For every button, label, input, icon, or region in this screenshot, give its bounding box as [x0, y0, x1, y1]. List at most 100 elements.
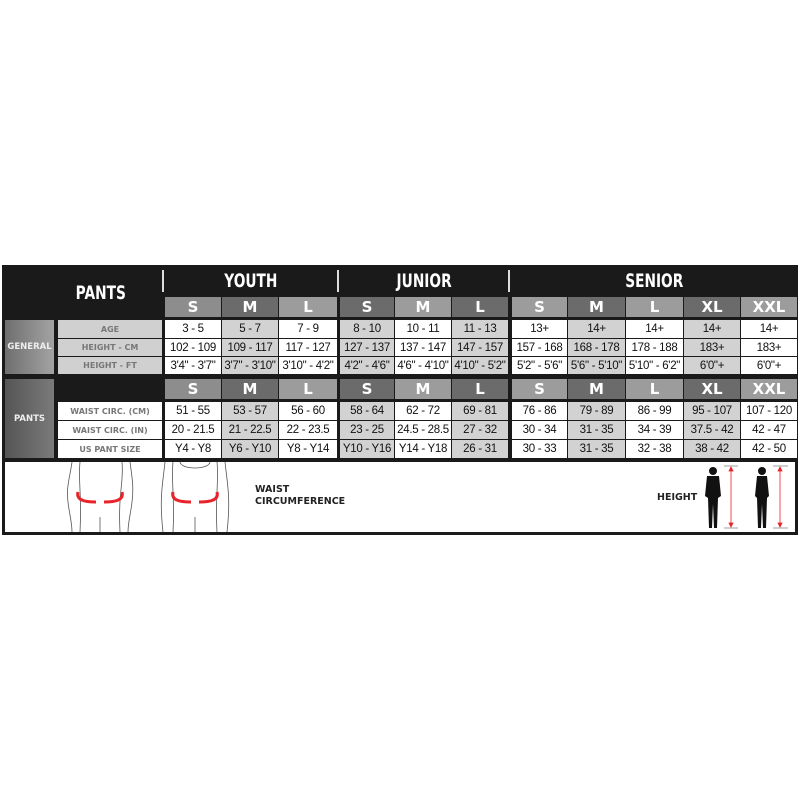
- size-header-junior-m: M: [395, 379, 451, 399]
- table-cell-text: 3'4" - 3'7": [170, 359, 216, 372]
- waist-label: WAIST: [255, 484, 290, 495]
- row-label: HEIGHT - FT: [58, 357, 162, 374]
- table-cell-text: 24.5 - 28.5: [397, 424, 449, 436]
- size-header-junior-s-text: S: [361, 298, 373, 316]
- table-cell-text: 102 - 109: [170, 341, 216, 354]
- table-cell: 32 - 38: [626, 440, 683, 458]
- table-cell-text: 11 - 13: [463, 323, 497, 335]
- row-label: HEIGHT - CM: [58, 339, 162, 356]
- table-cell: 5 - 7: [222, 320, 278, 338]
- table-cell: 5'2" - 5'6": [512, 357, 567, 374]
- table-cell: 27 - 32: [452, 421, 508, 439]
- row-label: WAIST CIRC. (CM): [58, 402, 162, 420]
- size-header-youth-m: M: [222, 379, 278, 399]
- size-header-senior-xl: XL: [684, 379, 740, 399]
- table-cell-text: 53 - 57: [233, 405, 267, 417]
- table-cell-text: 14+: [587, 323, 606, 335]
- table-cell-text: 95 - 107: [692, 405, 732, 417]
- table-cell: 102 - 109: [165, 339, 221, 356]
- section-label-pants-text: PANTS: [13, 413, 46, 424]
- size-header-senior-xxl-text: XXL: [752, 298, 786, 316]
- table-cell-text: 27 - 32: [463, 424, 497, 436]
- size-header-junior-s-text: S: [361, 380, 373, 398]
- table-cell-text: Y14 - Y18: [398, 443, 448, 455]
- table-cell: 31 - 35: [568, 421, 625, 439]
- size-header-senior-xl-text: XL: [701, 380, 723, 398]
- table-cell-text: 3'10" - 4'2": [282, 359, 334, 372]
- table-cell: 127 - 137: [340, 339, 394, 356]
- table-cell-text: 14+: [645, 323, 664, 335]
- table-cell-text: Y10 - Y16: [342, 443, 392, 455]
- table-cell-text: 127 - 137: [344, 341, 390, 354]
- row-label-text: WAIST CIRC. (IN): [72, 425, 148, 435]
- size-header-senior-s-text: S: [534, 298, 545, 316]
- height-figures-icon: [705, 465, 788, 529]
- table-cell-text: 8 - 10: [353, 323, 381, 335]
- table-cell: 5'6" - 5'10": [568, 357, 625, 374]
- chart-title: PANTS: [49, 268, 153, 318]
- table-cell-text: 14+: [702, 323, 722, 335]
- table-cell-text: 5 - 7: [239, 323, 261, 335]
- size-header-junior-m-text: M: [415, 380, 431, 398]
- table-cell-text: 62 - 72: [406, 405, 440, 417]
- table-cell-text: 31 - 35: [579, 443, 614, 455]
- divider: [337, 270, 339, 292]
- size-header-youth-s: S: [165, 379, 221, 399]
- size-header-senior-s-text: S: [534, 380, 545, 398]
- table-cell: 157 - 168: [512, 339, 567, 356]
- table-cell: 37.5 - 42: [684, 421, 740, 439]
- table-cell: 34 - 39: [626, 421, 683, 439]
- size-header-senior-xl: XL: [684, 297, 740, 317]
- size-header-junior-m: M: [395, 297, 451, 317]
- table-cell: 3'4" - 3'7": [165, 357, 221, 374]
- row-label: AGE: [58, 320, 162, 338]
- table-cell: 13+: [512, 320, 567, 338]
- size-header-youth-l-text: L: [303, 298, 313, 316]
- size-header-youth-l-text: L: [303, 380, 313, 398]
- table-cell: 56 - 60: [279, 402, 337, 420]
- group-header-senior-text: SENIOR: [625, 270, 684, 292]
- table-cell-text: 3 - 5: [182, 323, 204, 335]
- size-header-senior-s: S: [512, 297, 567, 317]
- table-cell: Y4 - Y8: [165, 440, 221, 458]
- table-cell-text: 4'6" - 4'10": [397, 359, 449, 372]
- table-cell: 168 - 178: [568, 339, 625, 356]
- table-cell: Y10 - Y16: [340, 440, 394, 458]
- table-cell-text: 69 - 81: [463, 405, 497, 417]
- table-cell: Y14 - Y18: [395, 440, 451, 458]
- waist-front-figure-icon: [160, 462, 230, 532]
- table-cell: 178 - 188: [626, 339, 683, 356]
- table-cell: 4'6" - 4'10": [395, 357, 451, 374]
- row-label-text: WAIST CIRC. (CM): [70, 406, 150, 416]
- row-label-text: AGE: [100, 324, 120, 334]
- height-label: HEIGHT: [657, 492, 698, 503]
- table-cell: 109 - 117: [222, 339, 278, 356]
- size-header-senior-xl-text: XL: [701, 298, 723, 316]
- size-header-junior-l-text: L: [475, 380, 485, 398]
- table-cell: 14+: [626, 320, 683, 338]
- table-cell: 86 - 99: [626, 402, 683, 420]
- table-cell: 30 - 33: [512, 440, 567, 458]
- table-cell: 23 - 25: [340, 421, 394, 439]
- table-cell: 5'10" - 6'2": [626, 357, 683, 374]
- section-label-general: GENERAL: [5, 320, 54, 374]
- size-header-youth-s-text: S: [187, 380, 199, 398]
- table-cell-text: 5'2" - 5'6": [516, 359, 563, 372]
- table-cell: 42 - 50: [741, 440, 797, 458]
- table-cell: 76 - 86: [512, 402, 567, 420]
- table-cell: 3 - 5: [165, 320, 221, 338]
- table-cell: 24.5 - 28.5: [395, 421, 451, 439]
- table-cell-text: Y6 - Y10: [228, 443, 272, 455]
- table-cell: 62 - 72: [395, 402, 451, 420]
- table-cell: 14+: [741, 320, 797, 338]
- table-cell-text: 76 - 86: [522, 405, 557, 417]
- table-cell-text: 6'0"+: [699, 359, 725, 372]
- size-header-youth-s-text: S: [187, 298, 199, 316]
- table-cell-text: 20 - 21.5: [171, 424, 215, 436]
- size-header-youth-l: L: [279, 297, 337, 317]
- table-cell-text: Y4 - Y8: [174, 443, 212, 455]
- table-cell-text: 37.5 - 42: [690, 424, 734, 436]
- size-header-youth-m: M: [222, 297, 278, 317]
- table-cell: 4'10" - 5'2": [452, 357, 508, 374]
- row-label: WAIST CIRC. (IN): [58, 421, 162, 439]
